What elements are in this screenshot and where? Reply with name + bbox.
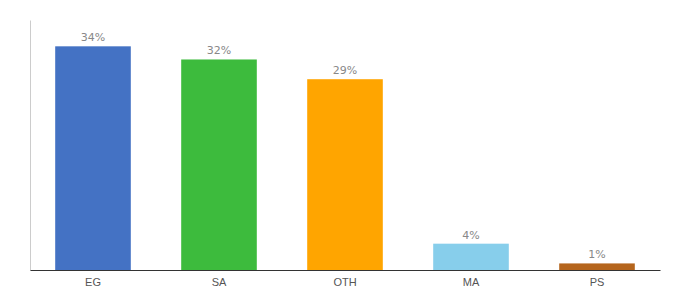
x-axis: EG SA OTH MA PS bbox=[31, 271, 661, 288]
bar bbox=[55, 46, 131, 270]
data-label: 4% bbox=[462, 229, 479, 242]
data-labels: 34% 32% 29% 4% 1% bbox=[81, 31, 606, 261]
data-label: 32% bbox=[207, 44, 231, 57]
x-tick: PS bbox=[590, 276, 605, 288]
y-axis-line bbox=[30, 21, 31, 271]
bars bbox=[55, 46, 635, 270]
data-label: 29% bbox=[333, 64, 357, 77]
data-label: 1% bbox=[588, 248, 605, 261]
bar bbox=[559, 263, 635, 270]
x-tick: MA bbox=[463, 276, 480, 288]
bar bbox=[307, 79, 383, 270]
x-tick-label: PS bbox=[590, 276, 605, 288]
plot: EG SA OTH MA PS 34% 32% 29% 4% 1% bbox=[31, 21, 661, 288]
x-tick-label: OTH bbox=[333, 276, 356, 288]
x-tick: EG bbox=[85, 276, 101, 288]
y-axis bbox=[30, 21, 31, 271]
chart: EG SA OTH MA PS 34% 32% 29% 4% 1% bbox=[0, 0, 680, 300]
x-tick: SA bbox=[212, 276, 227, 288]
x-axis-line bbox=[31, 270, 661, 271]
bar bbox=[433, 244, 509, 270]
x-tick-label: SA bbox=[212, 276, 227, 288]
x-tick: OTH bbox=[333, 276, 356, 288]
x-tick-label: MA bbox=[463, 276, 480, 288]
data-label: 34% bbox=[81, 31, 105, 44]
x-tick-label: EG bbox=[85, 276, 101, 288]
bar bbox=[181, 59, 257, 270]
